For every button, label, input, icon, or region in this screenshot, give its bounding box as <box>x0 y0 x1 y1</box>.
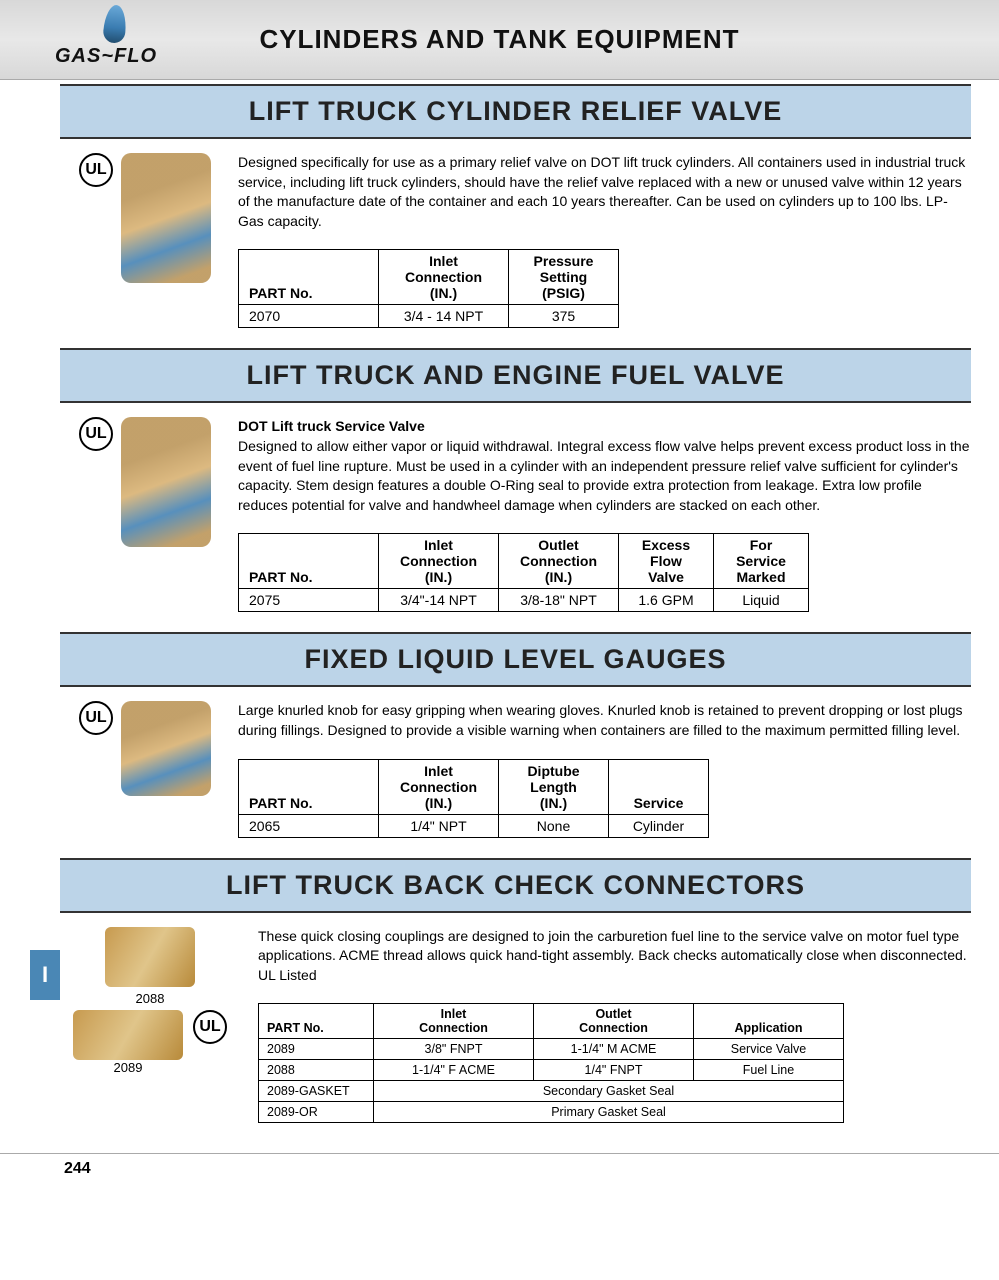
col-header: DiptubeLength(IN.) <box>499 759 609 814</box>
col-header: OutletConnection <box>534 1004 694 1039</box>
section-title-bar: FIXED LIQUID LEVEL GAUGES <box>60 632 971 687</box>
spec-table: PART No. InletConnection(IN.) PressureSe… <box>238 249 619 328</box>
flame-icon <box>102 4 127 44</box>
brand-logo: GAS~FLO <box>55 5 175 75</box>
col-header: PART No. <box>239 759 379 814</box>
col-header: InletConnection <box>374 1004 534 1039</box>
col-header: PART No. <box>259 1004 374 1039</box>
col-header: InletConnection(IN.) <box>379 534 499 589</box>
col-header: ForServiceMarked <box>714 534 809 589</box>
section-title: FIXED LIQUID LEVEL GAUGES <box>60 644 971 675</box>
col-header: Application <box>694 1004 844 1039</box>
product-image <box>121 153 211 283</box>
table-row: 2075 3/4"-14 NPT 3/8-18" NPT 1.6 GPM Liq… <box>239 589 809 612</box>
section-index-tab: I <box>30 950 60 1000</box>
table-row: 2070 3/4 - 14 NPT 375 <box>239 305 619 328</box>
product-image-label: 2088 <box>136 991 165 1006</box>
col-header: Service <box>609 759 709 814</box>
product-image <box>105 927 195 987</box>
ul-listed-icon: UL <box>79 417 113 451</box>
section-title: LIFT TRUCK CYLINDER RELIEF VALVE <box>60 96 971 127</box>
table-row: 2089-GASKET Secondary Gasket Seal <box>259 1081 844 1102</box>
section-title: LIFT TRUCK BACK CHECK CONNECTORS <box>60 870 971 901</box>
col-header: PART No. <box>239 250 379 305</box>
section-title: LIFT TRUCK AND ENGINE FUEL VALVE <box>60 360 971 391</box>
table-row: 2089-OR Primary Gasket Seal <box>259 1102 844 1123</box>
page-header: GAS~FLO CYLINDERS AND TANK EQUIPMENT <box>0 0 999 80</box>
table-row: 2088 1-1/4" F ACME 1/4" FNPT Fuel Line <box>259 1060 844 1081</box>
section-description: These quick closing couplings are design… <box>258 927 971 986</box>
section-description: DOT Lift truck Service Valve Designed to… <box>238 417 971 515</box>
col-header: PART No. <box>239 534 379 589</box>
product-image <box>121 417 211 547</box>
logo-text: GAS~FLO <box>55 45 175 68</box>
col-header: ExcessFlowValve <box>619 534 714 589</box>
spec-table: PART No. InletConnection OutletConnectio… <box>258 1003 844 1123</box>
product-image-label: 2089 <box>73 1060 183 1075</box>
product-image <box>121 701 211 796</box>
table-row: 2065 1/4" NPT None Cylinder <box>239 814 709 837</box>
col-header: PressureSetting(PSIG) <box>509 250 619 305</box>
ul-listed-icon: UL <box>193 1010 227 1044</box>
spec-table: PART No. InletConnection(IN.) OutletConn… <box>238 533 809 612</box>
section-description: Large knurled knob for easy gripping whe… <box>238 701 971 740</box>
page-number: 244 <box>0 1153 999 1188</box>
ul-listed-icon: UL <box>79 701 113 735</box>
section-title-bar: LIFT TRUCK BACK CHECK CONNECTORS <box>60 858 971 913</box>
col-header: OutletConnection(IN.) <box>499 534 619 589</box>
product-image <box>73 1010 183 1060</box>
table-row: 2089 3/8" FNPT 1-1/4" M ACME Service Val… <box>259 1039 844 1060</box>
section-title-bar: LIFT TRUCK CYLINDER RELIEF VALVE <box>60 84 971 139</box>
ul-listed-icon: UL <box>79 153 113 187</box>
col-header: InletConnection(IN.) <box>379 250 509 305</box>
section-title-bar: LIFT TRUCK AND ENGINE FUEL VALVE <box>60 348 971 403</box>
spec-table: PART No. InletConnection(IN.) DiptubeLen… <box>238 759 709 838</box>
col-header: InletConnection(IN.) <box>379 759 499 814</box>
section-description: Designed specifically for use as a prima… <box>238 153 971 231</box>
